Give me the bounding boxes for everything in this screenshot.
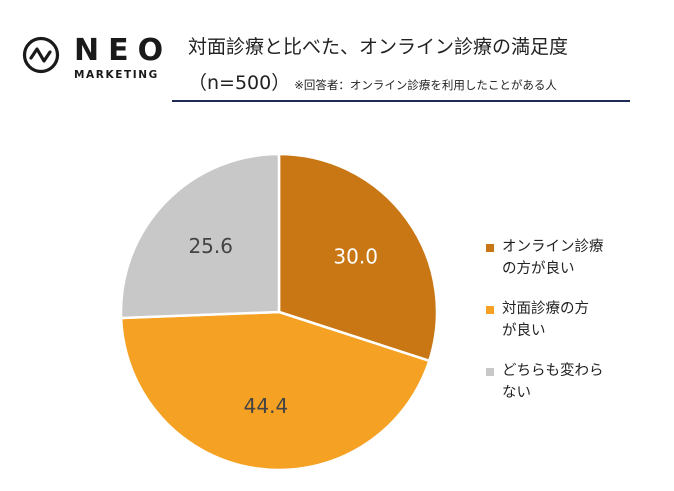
legend-swatch-2 (486, 306, 494, 314)
chart-subtitle: （n=500） ※回答者：オンライン診療を利用したことがある人 (188, 68, 557, 95)
slice-value-label-1: 30.0 (333, 244, 378, 268)
legend-swatch-3 (486, 368, 494, 376)
neo-marketing-logo: NEO MARKETING (22, 33, 173, 88)
pie-slice-2 (119, 310, 431, 472)
legend-label-2-line-2: が良い (502, 323, 546, 339)
legend-label-1-line-2: の方が良い (502, 261, 575, 277)
legend-swatch-1 (486, 244, 494, 252)
pie-slice-1 (277, 152, 439, 363)
sample-size: （n=500） (188, 72, 291, 94)
pulse-circle-icon (22, 36, 60, 74)
title-underline (172, 100, 630, 102)
legend-item-1: オンライン診療 の方が良い (486, 236, 656, 280)
brand-subtitle: MARKETING (74, 69, 159, 81)
legend-label-3-line-2: ない (502, 385, 531, 401)
brand-name: NEO (74, 33, 173, 68)
legend-item-2: 対面診療の方 が良い (486, 298, 656, 342)
slice-value-label-3: 25.6 (188, 234, 233, 258)
chart-title: 対面診療と比べた、オンライン診療の満足度 (188, 36, 569, 58)
slice-value-label-2: 44.4 (244, 394, 289, 418)
pie-slice-3 (119, 152, 281, 320)
legend-label-1-line-1: オンライン診療 (502, 239, 604, 255)
respondent-note: ※回答者：オンライン診療を利用したことがある人 (294, 78, 557, 92)
legend-label-2-line-1: 対面診療の方 (502, 301, 589, 317)
chart-legend: オンライン診療 の方が良い 対面診療の方 が良い どちらも変わら ない (486, 236, 656, 422)
legend-item-3: どちらも変わら ない (486, 360, 656, 404)
legend-label-3-line-1: どちらも変わら (502, 363, 604, 379)
